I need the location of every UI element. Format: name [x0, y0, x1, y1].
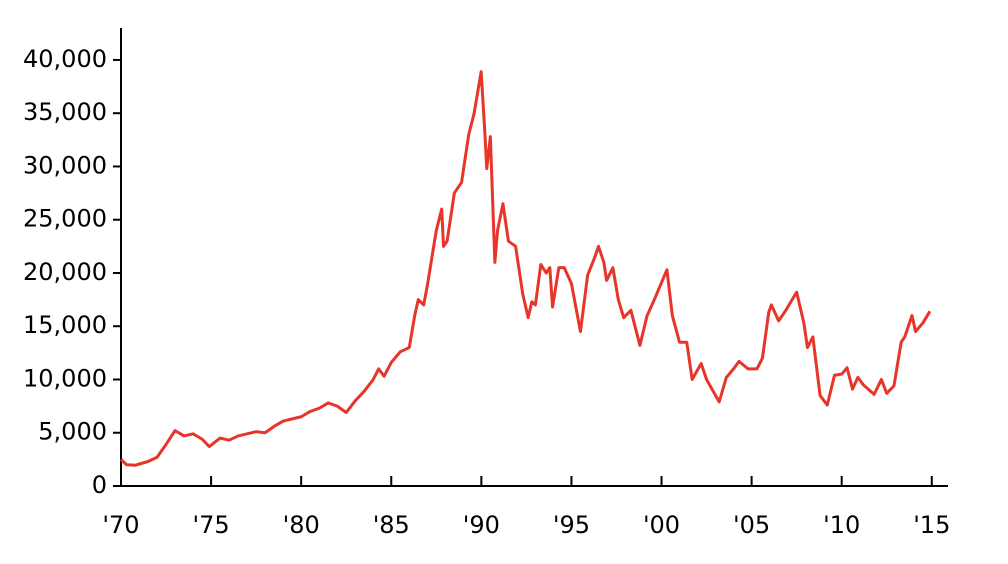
y-tick-label: 0 [92, 471, 107, 499]
y-tick-label: 25,000 [23, 205, 107, 233]
y-tick-label: 10,000 [23, 364, 107, 392]
data-line [119, 70, 932, 467]
x-tick-label: '95 [553, 511, 590, 539]
y-tick-label: 5,000 [38, 418, 107, 446]
y-tick-label: 20,000 [23, 258, 107, 286]
y-tick-label: 40,000 [23, 45, 107, 73]
x-tick-label: '85 [373, 511, 410, 539]
x-tick-label: '00 [643, 511, 680, 539]
y-tick-label: 35,000 [23, 98, 107, 126]
y-tick-label: 15,000 [23, 311, 107, 339]
x-tick-label: '10 [823, 511, 860, 539]
x-tick-label: '05 [733, 511, 770, 539]
x-tick-label: '15 [913, 511, 950, 539]
x-tick-label: '75 [193, 511, 230, 539]
x-tick-label: '70 [102, 511, 139, 539]
x-tick-label: '80 [283, 511, 320, 539]
y-tick-label: 30,000 [23, 151, 107, 179]
x-tick-label: '90 [463, 511, 500, 539]
